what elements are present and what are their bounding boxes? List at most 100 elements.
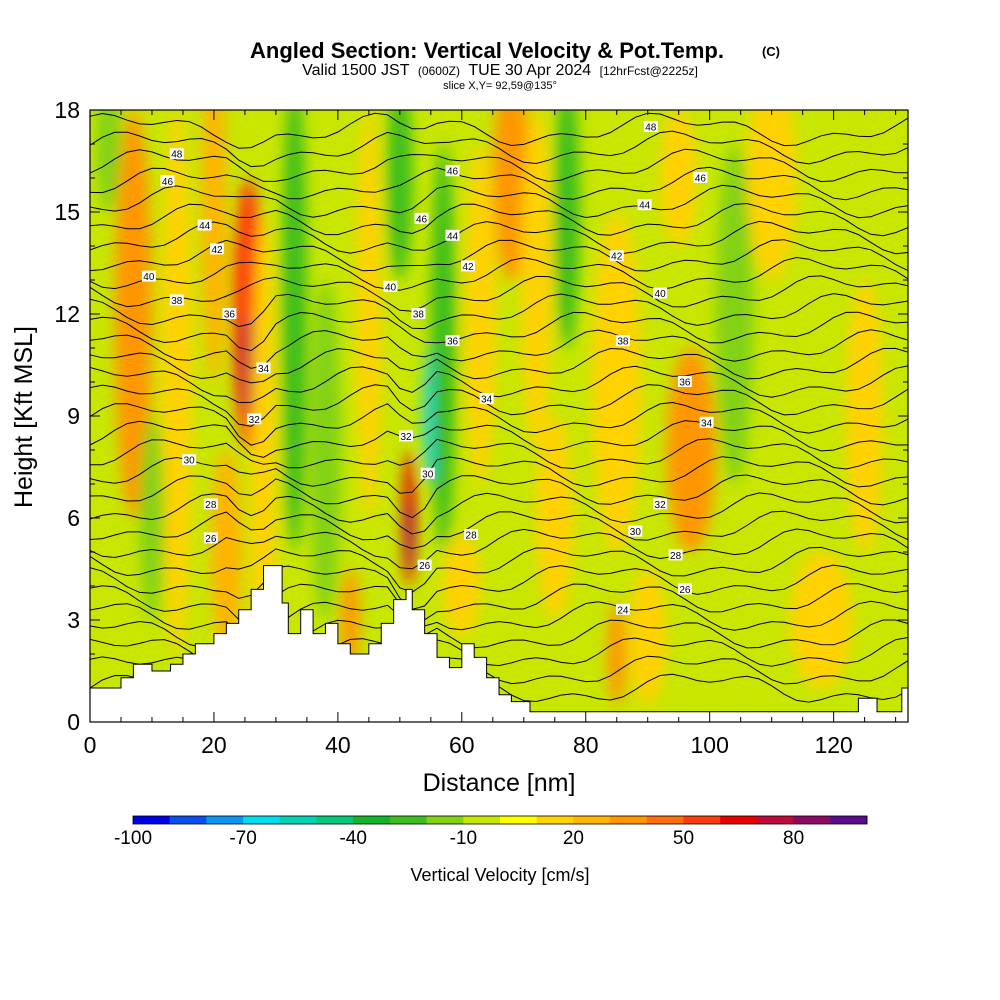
- colorbar-swatch: [573, 816, 611, 824]
- x-tick-label: 40: [325, 732, 351, 758]
- colorbar-swatch: [426, 816, 464, 824]
- velocity-cell: [240, 314, 256, 416]
- x-tick-label: 80: [573, 732, 599, 758]
- contour-label: 28: [670, 551, 682, 562]
- forecast-info: [12hrFcst@2225z]: [600, 64, 698, 78]
- contour-label-bg: [615, 603, 630, 615]
- colorbar-tick-label: -40: [339, 828, 366, 849]
- theta-contour-line: [90, 239, 908, 272]
- contour-label-bg: [615, 335, 630, 347]
- velocity-cell: [715, 144, 754, 484]
- x-tick-label: 120: [814, 732, 852, 758]
- contour-label: 24: [617, 605, 629, 616]
- y-tick-label: 9: [67, 403, 80, 429]
- contour-label-bg: [197, 219, 212, 231]
- y-axis-label: Height [Kft MSL]: [10, 326, 38, 508]
- contour-label-bg: [668, 549, 683, 561]
- contour-label: 36: [679, 378, 691, 389]
- contour-label-bg: [420, 467, 435, 479]
- x-tick-label: 0: [84, 732, 97, 758]
- velocity-cell: [309, 280, 341, 620]
- contour-label: 34: [481, 395, 493, 406]
- theta-contour-line: [90, 256, 908, 291]
- velocity-cell: [746, 110, 797, 280]
- velocity-cell: [406, 501, 413, 569]
- contour-label: 42: [462, 262, 474, 273]
- valid-prefix: Valid 1500 JST: [302, 62, 410, 79]
- velocity-cell: [520, 110, 552, 450]
- contour-label: 34: [258, 364, 270, 375]
- x-tick-label: 60: [449, 732, 475, 758]
- valid-time-line: Valid 1500 JST (0600Z) TUE 30 Apr 2024 […: [302, 62, 698, 79]
- colorbar-tick-label: 50: [673, 828, 694, 849]
- chart-title: Angled Section: Vertical Velocity & Pot.…: [250, 38, 724, 63]
- theta-contour-line: [90, 112, 908, 149]
- contour-label: 44: [447, 231, 459, 242]
- theta-contour-line: [90, 148, 908, 183]
- contour-label-bg: [411, 308, 426, 319]
- terrain-outline: [90, 565, 908, 713]
- theta-contour-line: [90, 220, 908, 255]
- velocity-cell: [282, 110, 307, 552]
- colorbar-tick-label: 20: [563, 828, 584, 849]
- contour-label: 42: [611, 252, 623, 263]
- contour-label: 46: [162, 177, 174, 188]
- colorbar-swatch: [830, 816, 868, 824]
- x-axis-label: Distance [nm]: [423, 769, 576, 797]
- copyright-mark: (C): [762, 44, 780, 59]
- contour-label: 40: [655, 289, 667, 300]
- colorbar-swatch: [536, 816, 574, 824]
- contour-label: 36: [447, 337, 459, 348]
- velocity-cell: [96, 110, 121, 212]
- contour-label-bg: [414, 212, 429, 224]
- contour-label-bg: [182, 454, 197, 466]
- x-tick-label: 100: [691, 732, 729, 758]
- colorbar-tick-label: 80: [783, 828, 804, 849]
- contour-labels: 48 46 44 42 40 38 36 34 32 30 28 26 46 46 44 42 40 38 36 34…: [141, 121, 714, 616]
- contour-label: 32: [249, 415, 261, 426]
- colorbar-tick-label: -10: [450, 828, 477, 849]
- plot-area: [90, 110, 908, 722]
- colorbar-swatch: [389, 816, 428, 824]
- contour-label: 46: [695, 174, 707, 185]
- colorbar-tick-label: -100: [114, 828, 152, 849]
- theta-contour-line: [90, 329, 908, 369]
- contour-label-bg: [417, 559, 432, 571]
- contour-label: 48: [171, 150, 183, 161]
- theta-contour-line: [90, 528, 908, 570]
- velocity-cell: [430, 144, 456, 552]
- contour-label: 28: [466, 531, 478, 542]
- contour-label: 38: [413, 310, 425, 321]
- contour-label-bg: [399, 430, 414, 442]
- colorbar-swatch: [500, 816, 538, 824]
- contour-label-bg: [653, 498, 668, 510]
- theta-contour-line: [90, 293, 908, 330]
- colorbar-swatch: [683, 816, 721, 824]
- colorbar-frame: [132, 815, 868, 825]
- velocity-cell: [554, 110, 580, 348]
- theta-contour-line: [90, 202, 908, 237]
- contour-label-bg: [247, 413, 262, 425]
- contour-label: 38: [617, 337, 629, 348]
- contour-label-bg: [609, 250, 624, 262]
- colorbar-title: Vertical Velocity [cm/s]: [410, 865, 589, 885]
- velocity-cell: [210, 450, 242, 654]
- theta-contour-line: [90, 166, 908, 201]
- y-tick-label: 3: [67, 607, 80, 633]
- colorbar-swatch: [793, 816, 831, 824]
- velocity-cell: [114, 110, 152, 518]
- colorbar-swatch: [756, 816, 795, 824]
- velocity-cell: [387, 110, 413, 280]
- theta-contour-line: [90, 546, 908, 593]
- contour-label: 30: [184, 456, 196, 467]
- velocity-cell: [629, 569, 667, 705]
- theta-contour-line: [90, 130, 908, 168]
- contour-label: 28: [205, 500, 217, 511]
- contour-label: 30: [422, 469, 434, 480]
- y-tick-label: 0: [67, 709, 80, 735]
- x-axis: 0 20 40 60 80 100 120: [84, 110, 897, 758]
- contour-label-bg: [222, 308, 237, 319]
- colorbar-swatch: [316, 816, 354, 824]
